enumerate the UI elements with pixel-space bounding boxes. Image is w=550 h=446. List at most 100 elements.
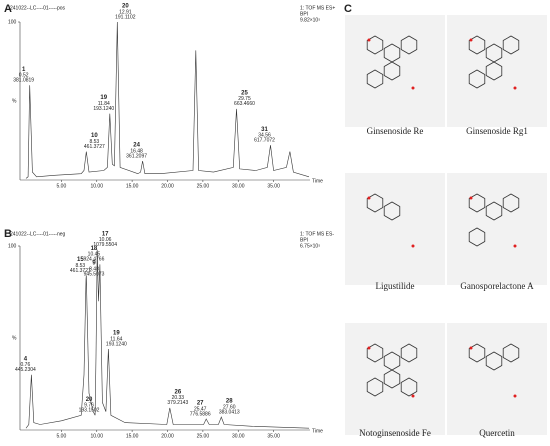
peak-mz: 663.4660 [234, 101, 255, 107]
compound-name: Ginsenoside Rg1 [466, 126, 528, 136]
peak-number: 25 [241, 90, 248, 96]
x-tick-label: 25.00 [197, 433, 210, 439]
x-tick-label: 30.00 [232, 433, 245, 439]
peak-mz: 379.2143 [167, 400, 188, 406]
compound-name: Ligustilide [376, 281, 415, 291]
ring [468, 35, 486, 55]
compound-name: Ginsenoside Re [367, 126, 424, 136]
ring [468, 193, 486, 213]
x-tick-label: 10.00 [90, 183, 103, 189]
oxygen [469, 346, 473, 350]
peak-number: 15 [77, 257, 84, 263]
x-tick-label: 10.00 [90, 433, 103, 439]
ring [502, 193, 520, 213]
peak-number: 18 [91, 246, 98, 252]
peak-mz: 381.0819 [13, 78, 34, 84]
oxygen [469, 38, 473, 42]
oxygen [411, 86, 415, 90]
peak-mz: 1079.5504 [93, 242, 117, 248]
peak-number: 10 [91, 133, 98, 139]
mode: 1: TOF MS ES- [300, 231, 334, 237]
x-tick-label: 35.00 [267, 183, 280, 189]
peak-rt: 20.33 [172, 395, 185, 401]
x-label: Time [312, 178, 323, 184]
compound-name: Notoginsenoside Fe [359, 428, 431, 438]
header: 241022--LC----01-----pos [10, 5, 66, 11]
x-tick-label: 20.00 [161, 183, 174, 189]
peak-mz: 945.5073 [84, 271, 105, 277]
x-tick-label: 30.00 [232, 183, 245, 189]
peak-mz: 361.2097 [126, 153, 147, 159]
peak-rt: 11.64 [110, 336, 122, 342]
peak-number: 20 [122, 4, 129, 10]
ring [383, 201, 401, 221]
oxygen [513, 394, 517, 398]
ring [485, 61, 503, 81]
peak-mz: 193.1240 [93, 106, 114, 112]
intensity: 6.75×10⁵ [300, 243, 320, 249]
ring [502, 343, 520, 363]
ring [400, 377, 418, 397]
peak-rt: 12.91 [119, 9, 132, 15]
mode: 1: TOF MS ES+ [300, 5, 335, 11]
y-tick-label: 100 [8, 243, 17, 249]
y-tick-label: 100 [8, 19, 17, 25]
ring [468, 69, 486, 89]
ring [400, 343, 418, 363]
ring [366, 193, 384, 213]
peak-number: 1 [22, 67, 26, 73]
oxygen [411, 244, 415, 248]
peak-mz: 445.2304 [15, 367, 36, 373]
x-tick-label: 5.00 [57, 183, 67, 189]
peak-rt: 11.84 [98, 101, 110, 107]
x-tick-label: 15.00 [126, 183, 139, 189]
peak-rt: 8.48 [89, 266, 99, 272]
oxygen [513, 244, 517, 248]
peak-mz: 383.0413 [219, 409, 240, 415]
peak-number: 26 [174, 389, 181, 395]
peak-mz: 461.3727 [70, 268, 91, 274]
peak-number: 20 [86, 397, 93, 403]
ring [366, 377, 384, 397]
trace: BPI [300, 11, 308, 17]
structure-panel [345, 173, 445, 285]
ring [383, 61, 401, 81]
x-tick-label: 15.00 [126, 433, 139, 439]
chromatogram [25, 21, 310, 179]
peak-rt: 8.53 [89, 139, 99, 145]
peak-rt: 0.76 [21, 362, 31, 368]
x-tick-label: 5.00 [57, 433, 67, 439]
peak-number: 19 [113, 331, 120, 337]
peak-rt: 29.75 [238, 96, 251, 102]
peak-mz: 776.5886 [190, 411, 211, 417]
peak-rt: 9.76 [84, 403, 94, 409]
peak-mz: 461.3727 [84, 144, 105, 150]
intensity: 9.82×10⁵ [300, 17, 320, 23]
panel-label: A [4, 3, 12, 15]
structure-panel [447, 323, 547, 435]
ring [366, 69, 384, 89]
ring [502, 35, 520, 55]
peak-rt: 16.48 [130, 148, 143, 154]
header: 241022--LC----01-----neg [10, 231, 66, 237]
structure-panel [447, 173, 547, 285]
x-label: Time [312, 428, 323, 434]
x-tick-label: 35.00 [267, 433, 280, 439]
peak-number: 17 [102, 231, 109, 237]
ring [383, 369, 401, 389]
peak-mz: 924.4766 [84, 257, 105, 263]
oxygen [411, 394, 415, 398]
peak-number: 27 [197, 401, 204, 407]
structure-panel [447, 15, 547, 127]
compound-name: Quercetin [479, 428, 515, 438]
peak-mz: 191.1102 [115, 14, 136, 20]
ring [400, 35, 418, 55]
y-label: % [12, 335, 17, 341]
ring [366, 35, 384, 55]
y-label: % [12, 98, 17, 104]
peak-number: 9 [92, 261, 96, 267]
trace: BPI [300, 237, 308, 243]
peak-number: 4 [24, 356, 28, 362]
panel-label: B [4, 228, 12, 240]
